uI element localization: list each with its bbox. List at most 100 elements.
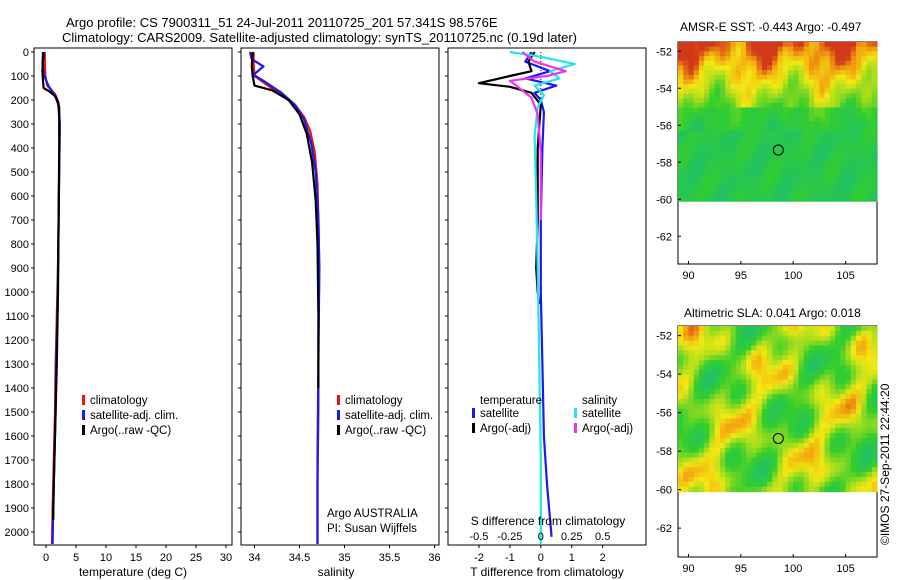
salinity-legend-swatch	[337, 425, 340, 435]
sla-map-cell	[819, 350, 826, 356]
sst-map-cell	[756, 116, 763, 123]
sla-map-cell	[819, 413, 826, 420]
sla-map-cell	[740, 394, 747, 400]
sst-map-cell	[835, 70, 841, 76]
sla-map-cell	[683, 408, 690, 415]
sla-map-cell	[814, 389, 820, 395]
sst-map-cell	[777, 42, 784, 48]
sla-map-cell	[856, 457, 862, 463]
sst-map-cell	[678, 116, 684, 123]
sst-map-cell	[704, 98, 711, 104]
sst-map-cell	[840, 102, 847, 109]
sst-map-cell	[746, 154, 752, 160]
sst-map-cell	[746, 163, 752, 169]
sla-map-cell	[709, 384, 716, 390]
sst-map-cell	[856, 88, 862, 95]
sla-map-cell	[835, 399, 841, 405]
sla-map-cell	[777, 467, 784, 473]
sst-map-cell	[871, 93, 878, 99]
sst-map-cell	[829, 154, 836, 160]
sla-map-cell	[829, 481, 836, 488]
sla-map-cell	[767, 418, 773, 424]
sla-map-cell	[861, 472, 868, 478]
sst-map-cell	[819, 121, 826, 127]
sla-map-cell	[761, 462, 768, 468]
sst-map-cell	[782, 154, 789, 160]
sla-map-cell	[772, 399, 779, 405]
sst-map-cell	[856, 182, 862, 188]
sla-map-cell	[730, 326, 737, 332]
sla-map-cell	[856, 433, 862, 439]
sla-map-cell	[850, 369, 857, 376]
sst-map-cell	[835, 196, 841, 202]
sla-map-cell	[709, 418, 716, 424]
sst-map-cell	[714, 187, 721, 193]
temperature-legend-swatch	[82, 410, 85, 420]
sst-map-cell	[740, 51, 747, 57]
sla-map-cell	[761, 442, 768, 449]
sla-map-cell	[704, 413, 711, 420]
sla-map-cell	[850, 486, 857, 493]
sla-map-cell	[803, 326, 810, 332]
sla-map-cell	[835, 447, 841, 454]
sst-map-cell	[730, 196, 737, 202]
sla-map-cell	[725, 418, 731, 424]
sst-map-cell	[772, 46, 779, 52]
sst-map-cell	[767, 70, 773, 76]
sla-map-cell	[767, 481, 773, 488]
sst-map-cell	[730, 140, 737, 146]
sla-map-cell	[798, 408, 805, 415]
sst-map-cell	[761, 102, 768, 109]
sla-map-cell	[871, 355, 878, 361]
sst-map-cell	[683, 196, 690, 202]
sla-map-cell	[808, 335, 815, 342]
sst-map-cell	[835, 191, 841, 198]
sst-map-cell	[714, 60, 721, 66]
sst-map-cell	[719, 144, 726, 151]
sst-map-cell	[856, 116, 862, 123]
sst-map-cell	[819, 116, 826, 123]
sst-map-cell	[719, 56, 726, 62]
sla-map-cell	[824, 433, 831, 439]
sst-map-cell	[819, 144, 826, 151]
sst-map-cell	[746, 107, 752, 113]
sla-map-cell	[761, 345, 768, 351]
sst-map-cell	[835, 163, 841, 169]
sst-map-cell	[698, 149, 705, 155]
sla-map-cell	[730, 408, 737, 415]
sla-map-cell	[688, 374, 695, 381]
sla-map-cell	[840, 369, 847, 376]
sla-map-cell	[803, 364, 810, 371]
sst-map-cell	[693, 116, 700, 123]
sla-map-cell	[698, 462, 705, 468]
sst-map-cell	[730, 74, 737, 81]
sst-map-cell	[714, 177, 721, 183]
sst-map-cell	[845, 196, 852, 202]
sst-map-cell	[814, 158, 820, 165]
sla-map-cell	[709, 413, 716, 420]
sst-map-cell	[782, 196, 789, 202]
sst-map-cell	[693, 65, 700, 71]
sla-map-cell	[772, 384, 779, 390]
sla-map-cell	[861, 399, 868, 405]
sst-map-cell	[719, 65, 726, 71]
sla-map-cell	[678, 403, 684, 410]
sst-map-cell	[719, 126, 726, 132]
sla-map-cell	[856, 350, 862, 356]
sst-map-cell	[777, 112, 784, 118]
sla-map-cell	[871, 364, 878, 371]
sla-map-cell	[678, 442, 684, 449]
sla-map-cell	[698, 423, 705, 429]
sla-map-cell	[819, 472, 826, 478]
sst-map-cell	[814, 149, 820, 155]
sla-map-cell	[871, 428, 878, 434]
sla-map-cell	[709, 326, 716, 332]
sst-map-cell	[808, 177, 815, 183]
sla-map-cell	[709, 452, 716, 459]
sst-map-cell	[688, 56, 695, 62]
sla-map-cell	[777, 403, 784, 410]
sla-map-cell	[793, 418, 800, 424]
sla-map-cell	[808, 355, 815, 361]
sla-map-cell	[688, 364, 695, 371]
sst-map-cell	[740, 116, 747, 123]
